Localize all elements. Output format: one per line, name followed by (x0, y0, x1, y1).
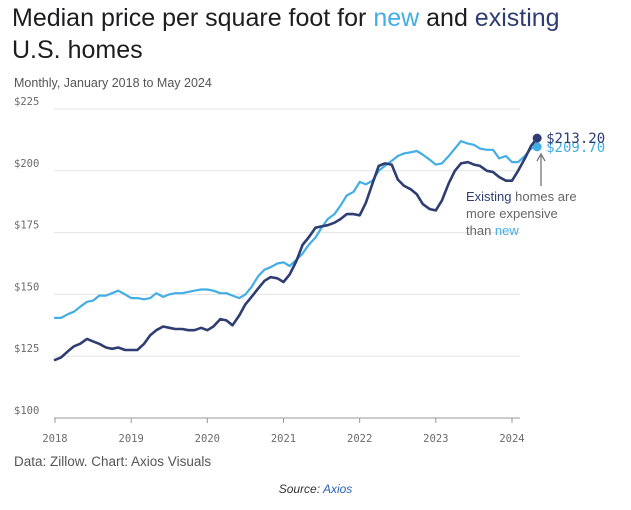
annotation-text-a: homes are (512, 189, 577, 204)
caption-prefix: Source: (278, 482, 323, 496)
end-point-new (532, 142, 542, 152)
annotation-new: new (495, 223, 519, 238)
grid-lines (54, 108, 520, 419)
caption-link[interactable]: Axios (322, 482, 353, 496)
x-tick-label: 2019 (119, 433, 144, 445)
annotation: Existing homes are more expensive than n… (466, 152, 577, 238)
annotation-line-1: Existing homes are (466, 189, 577, 204)
annotation-arrow-head (536, 152, 546, 162)
x-tick-label: 2021 (271, 433, 296, 445)
y-tick-label: $200 (14, 158, 39, 170)
x-tick-label: 2024 (499, 433, 524, 445)
y-tick-label: $125 (14, 343, 39, 355)
end-point-existing (532, 133, 542, 143)
data-source: Data: Zillow. Chart: Axios Visuals (14, 454, 212, 469)
title-text-3: U.S. homes (12, 36, 143, 64)
x-tick-label: 2018 (42, 433, 67, 445)
annotation-existing: Existing (466, 189, 512, 204)
annotation-line-2: more expensive (466, 206, 558, 221)
x-tick-label: 2022 (347, 433, 372, 445)
title-text-2: and (419, 4, 475, 32)
y-tick-label: $150 (14, 281, 39, 293)
end-label-existing: $213.20 (546, 131, 605, 147)
x-tick-label: 2023 (423, 433, 448, 445)
series-line-new (53, 140, 539, 319)
y-tick-label: $225 (14, 96, 39, 108)
title-text-1: Median price per square foot for (12, 4, 374, 32)
y-tick-label: $175 (14, 220, 39, 232)
title-existing: existing (474, 4, 560, 32)
annotation-text-b: than (466, 223, 495, 238)
x-axis: 2018 2019 2020 2021 2022 2023 2024 (42, 418, 525, 445)
y-tick-label: $100 (14, 405, 39, 417)
chart-subtitle: Monthly, January 2018 to May 2024 (14, 76, 212, 90)
series-lines: $209.70$213.20 (53, 131, 605, 362)
image-caption: Source: Axios (0, 482, 631, 496)
line-chart: $100 $125 $150 $175 $200 $225 2018 2019 2020 202… (14, 96, 605, 445)
end-label-new: $209.70 (546, 140, 605, 156)
chart-title: Median price per square foot for new and… (12, 2, 627, 66)
title-new: new (373, 4, 420, 32)
series-line-existing (53, 136, 539, 362)
y-axis: $100 $125 $150 $175 $200 $225 (14, 96, 39, 417)
annotation-line-3: than new (466, 223, 519, 238)
x-tick-label: 2020 (195, 433, 220, 445)
